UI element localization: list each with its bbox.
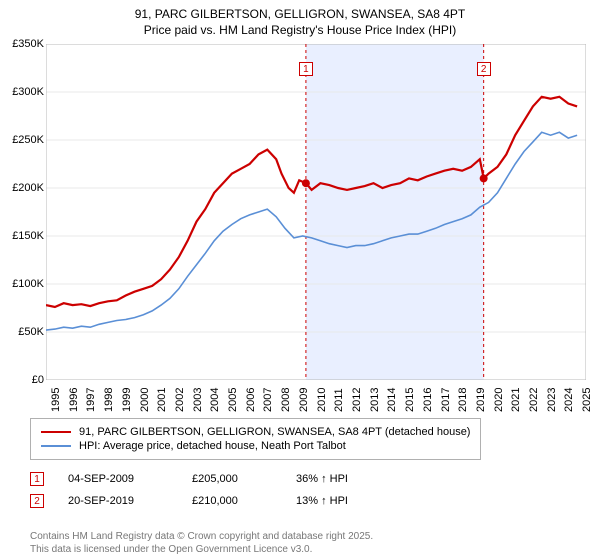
footer: Contains HM Land Registry data © Crown c… [30, 530, 373, 556]
x-tick-label: 2011 [333, 388, 345, 412]
x-tick-label: 2023 [546, 388, 558, 412]
x-tick-label: 2019 [475, 388, 487, 412]
y-tick-label: £50K [18, 326, 44, 338]
y-tick-label: £200K [12, 182, 44, 194]
chart-title: 91, PARC GILBERTSON, GELLIGRON, SWANSEA,… [0, 0, 600, 38]
sale-marker-box: 2 [477, 62, 491, 76]
x-tick-label: 2006 [245, 388, 257, 412]
sale-marker-icon: 1 [30, 472, 44, 486]
sale-price: £210,000 [192, 495, 272, 507]
sales-table: 1 04-SEP-2009 £205,000 36% ↑ HPI 2 20-SE… [30, 468, 348, 512]
chart-plot-area [46, 44, 586, 380]
sale-delta: 13% ↑ HPI [296, 495, 348, 507]
x-tick-label: 2001 [156, 388, 168, 412]
x-tick-label: 1997 [85, 388, 97, 412]
x-tick-label: 2010 [316, 388, 328, 412]
sale-date: 20-SEP-2019 [68, 495, 168, 507]
x-tick-label: 2009 [298, 388, 310, 412]
x-tick-label: 2002 [174, 388, 186, 412]
x-tick-label: 2005 [227, 388, 239, 412]
chart-svg [46, 44, 586, 380]
x-tick-label: 2022 [528, 388, 540, 412]
x-tick-label: 2015 [404, 388, 416, 412]
x-tick-label: 2007 [262, 388, 274, 412]
x-tick-label: 2012 [351, 388, 363, 412]
title-line-1: 91, PARC GILBERTSON, GELLIGRON, SWANSEA,… [0, 6, 600, 22]
legend-item-hpi: HPI: Average price, detached house, Neat… [41, 439, 470, 453]
y-tick-label: £100K [12, 278, 44, 290]
x-tick-label: 2017 [440, 388, 452, 412]
x-tick-label: 1996 [68, 388, 80, 412]
x-tick-label: 2021 [510, 388, 522, 412]
x-tick-label: 2018 [457, 388, 469, 412]
title-line-2: Price paid vs. HM Land Registry's House … [0, 22, 600, 38]
x-tick-label: 1998 [103, 388, 115, 412]
y-tick-label: £350K [12, 38, 44, 50]
sale-price: £205,000 [192, 473, 272, 485]
legend-swatch [41, 431, 71, 433]
sale-row-1: 1 04-SEP-2009 £205,000 36% ↑ HPI [30, 468, 348, 490]
sale-date: 04-SEP-2009 [68, 473, 168, 485]
sale-delta: 36% ↑ HPI [296, 473, 348, 485]
x-tick-label: 2014 [386, 388, 398, 412]
sale-marker-box: 1 [299, 62, 313, 76]
x-tick-label: 2016 [422, 388, 434, 412]
legend-label: 91, PARC GILBERTSON, GELLIGRON, SWANSEA,… [79, 426, 470, 438]
x-tick-label: 2008 [280, 388, 292, 412]
legend-swatch [41, 445, 71, 447]
footer-line-1: Contains HM Land Registry data © Crown c… [30, 530, 373, 543]
y-tick-label: £0 [32, 374, 44, 386]
x-tick-label: 1999 [121, 388, 133, 412]
x-tick-label: 2020 [493, 388, 505, 412]
legend-label: HPI: Average price, detached house, Neat… [79, 440, 346, 452]
sale-marker-icon: 2 [30, 494, 44, 508]
y-tick-label: £250K [12, 134, 44, 146]
x-tick-label: 2024 [563, 388, 575, 412]
y-tick-label: £150K [12, 230, 44, 242]
y-tick-label: £300K [12, 86, 44, 98]
x-tick-label: 1995 [50, 388, 62, 412]
x-tick-label: 2004 [209, 388, 221, 412]
x-tick-label: 2000 [139, 388, 151, 412]
footer-line-2: This data is licensed under the Open Gov… [30, 543, 373, 556]
x-tick-label: 2025 [581, 388, 593, 412]
legend-item-property: 91, PARC GILBERTSON, GELLIGRON, SWANSEA,… [41, 425, 470, 439]
sale-row-2: 2 20-SEP-2019 £210,000 13% ↑ HPI [30, 490, 348, 512]
x-tick-label: 2013 [369, 388, 381, 412]
legend: 91, PARC GILBERTSON, GELLIGRON, SWANSEA,… [30, 418, 481, 460]
x-tick-label: 2003 [192, 388, 204, 412]
